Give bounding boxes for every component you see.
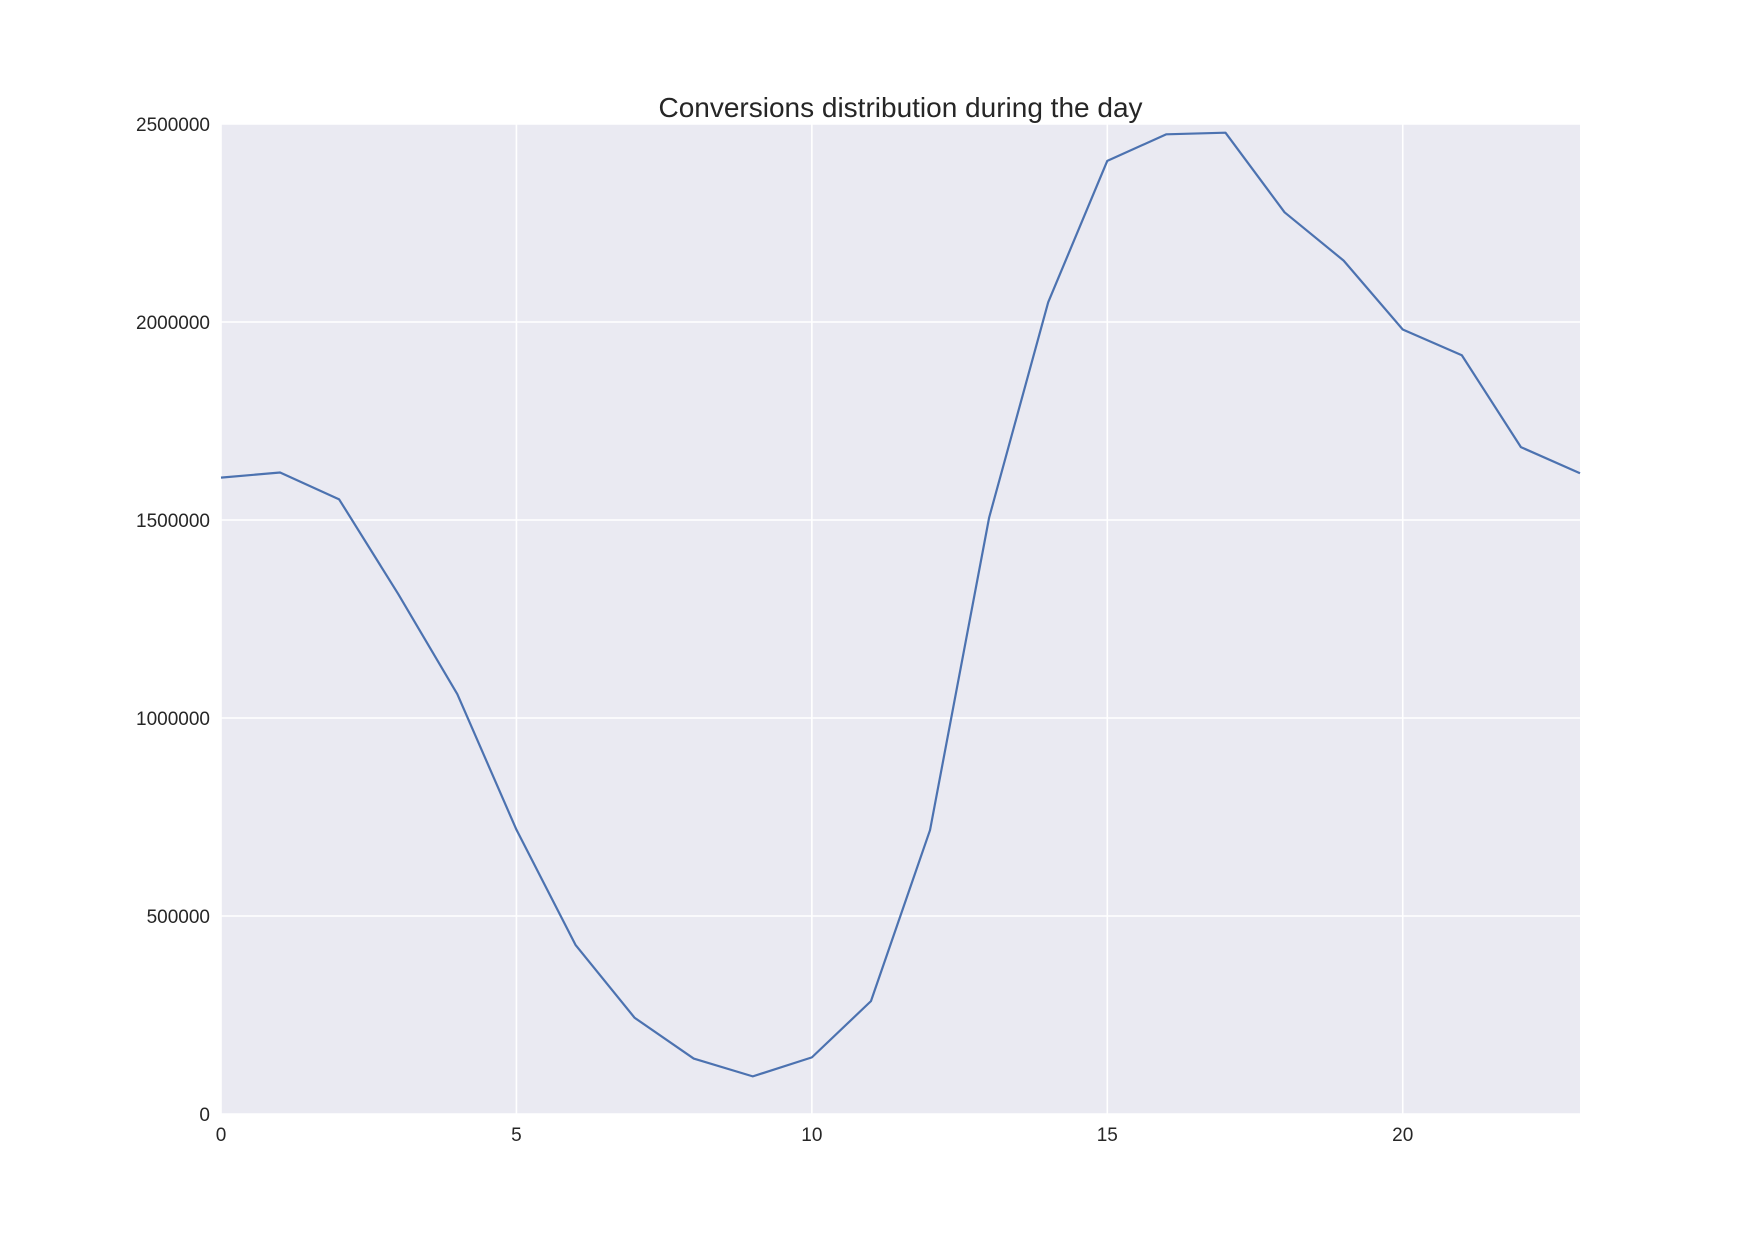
y-tick-label: 1000000 bbox=[136, 709, 210, 730]
x-tick-label: 0 bbox=[216, 1125, 227, 1146]
y-tick-label: 1500000 bbox=[136, 511, 210, 532]
chart-title: Conversions distribution during the day bbox=[658, 92, 1142, 123]
y-tick-label: 2500000 bbox=[136, 115, 210, 136]
y-tick-label: 500000 bbox=[147, 907, 210, 928]
x-tick-label: 20 bbox=[1392, 1125, 1413, 1146]
y-tick-label: 0 bbox=[199, 1105, 210, 1126]
plot-background bbox=[221, 124, 1580, 1114]
x-tick-label: 10 bbox=[801, 1125, 822, 1146]
y-tick-label: 2000000 bbox=[136, 313, 210, 334]
grid bbox=[220, 123, 1580, 1115]
ticks-group: 0 5 10 15 20 0 500000 1000000 1500000 2000000 2500… bbox=[136, 115, 1413, 1146]
x-tick-label: 15 bbox=[1097, 1125, 1118, 1146]
series-group bbox=[220, 131, 1581, 1078]
x-tick-label: 5 bbox=[511, 1125, 522, 1146]
series-line bbox=[220, 131, 1581, 1078]
